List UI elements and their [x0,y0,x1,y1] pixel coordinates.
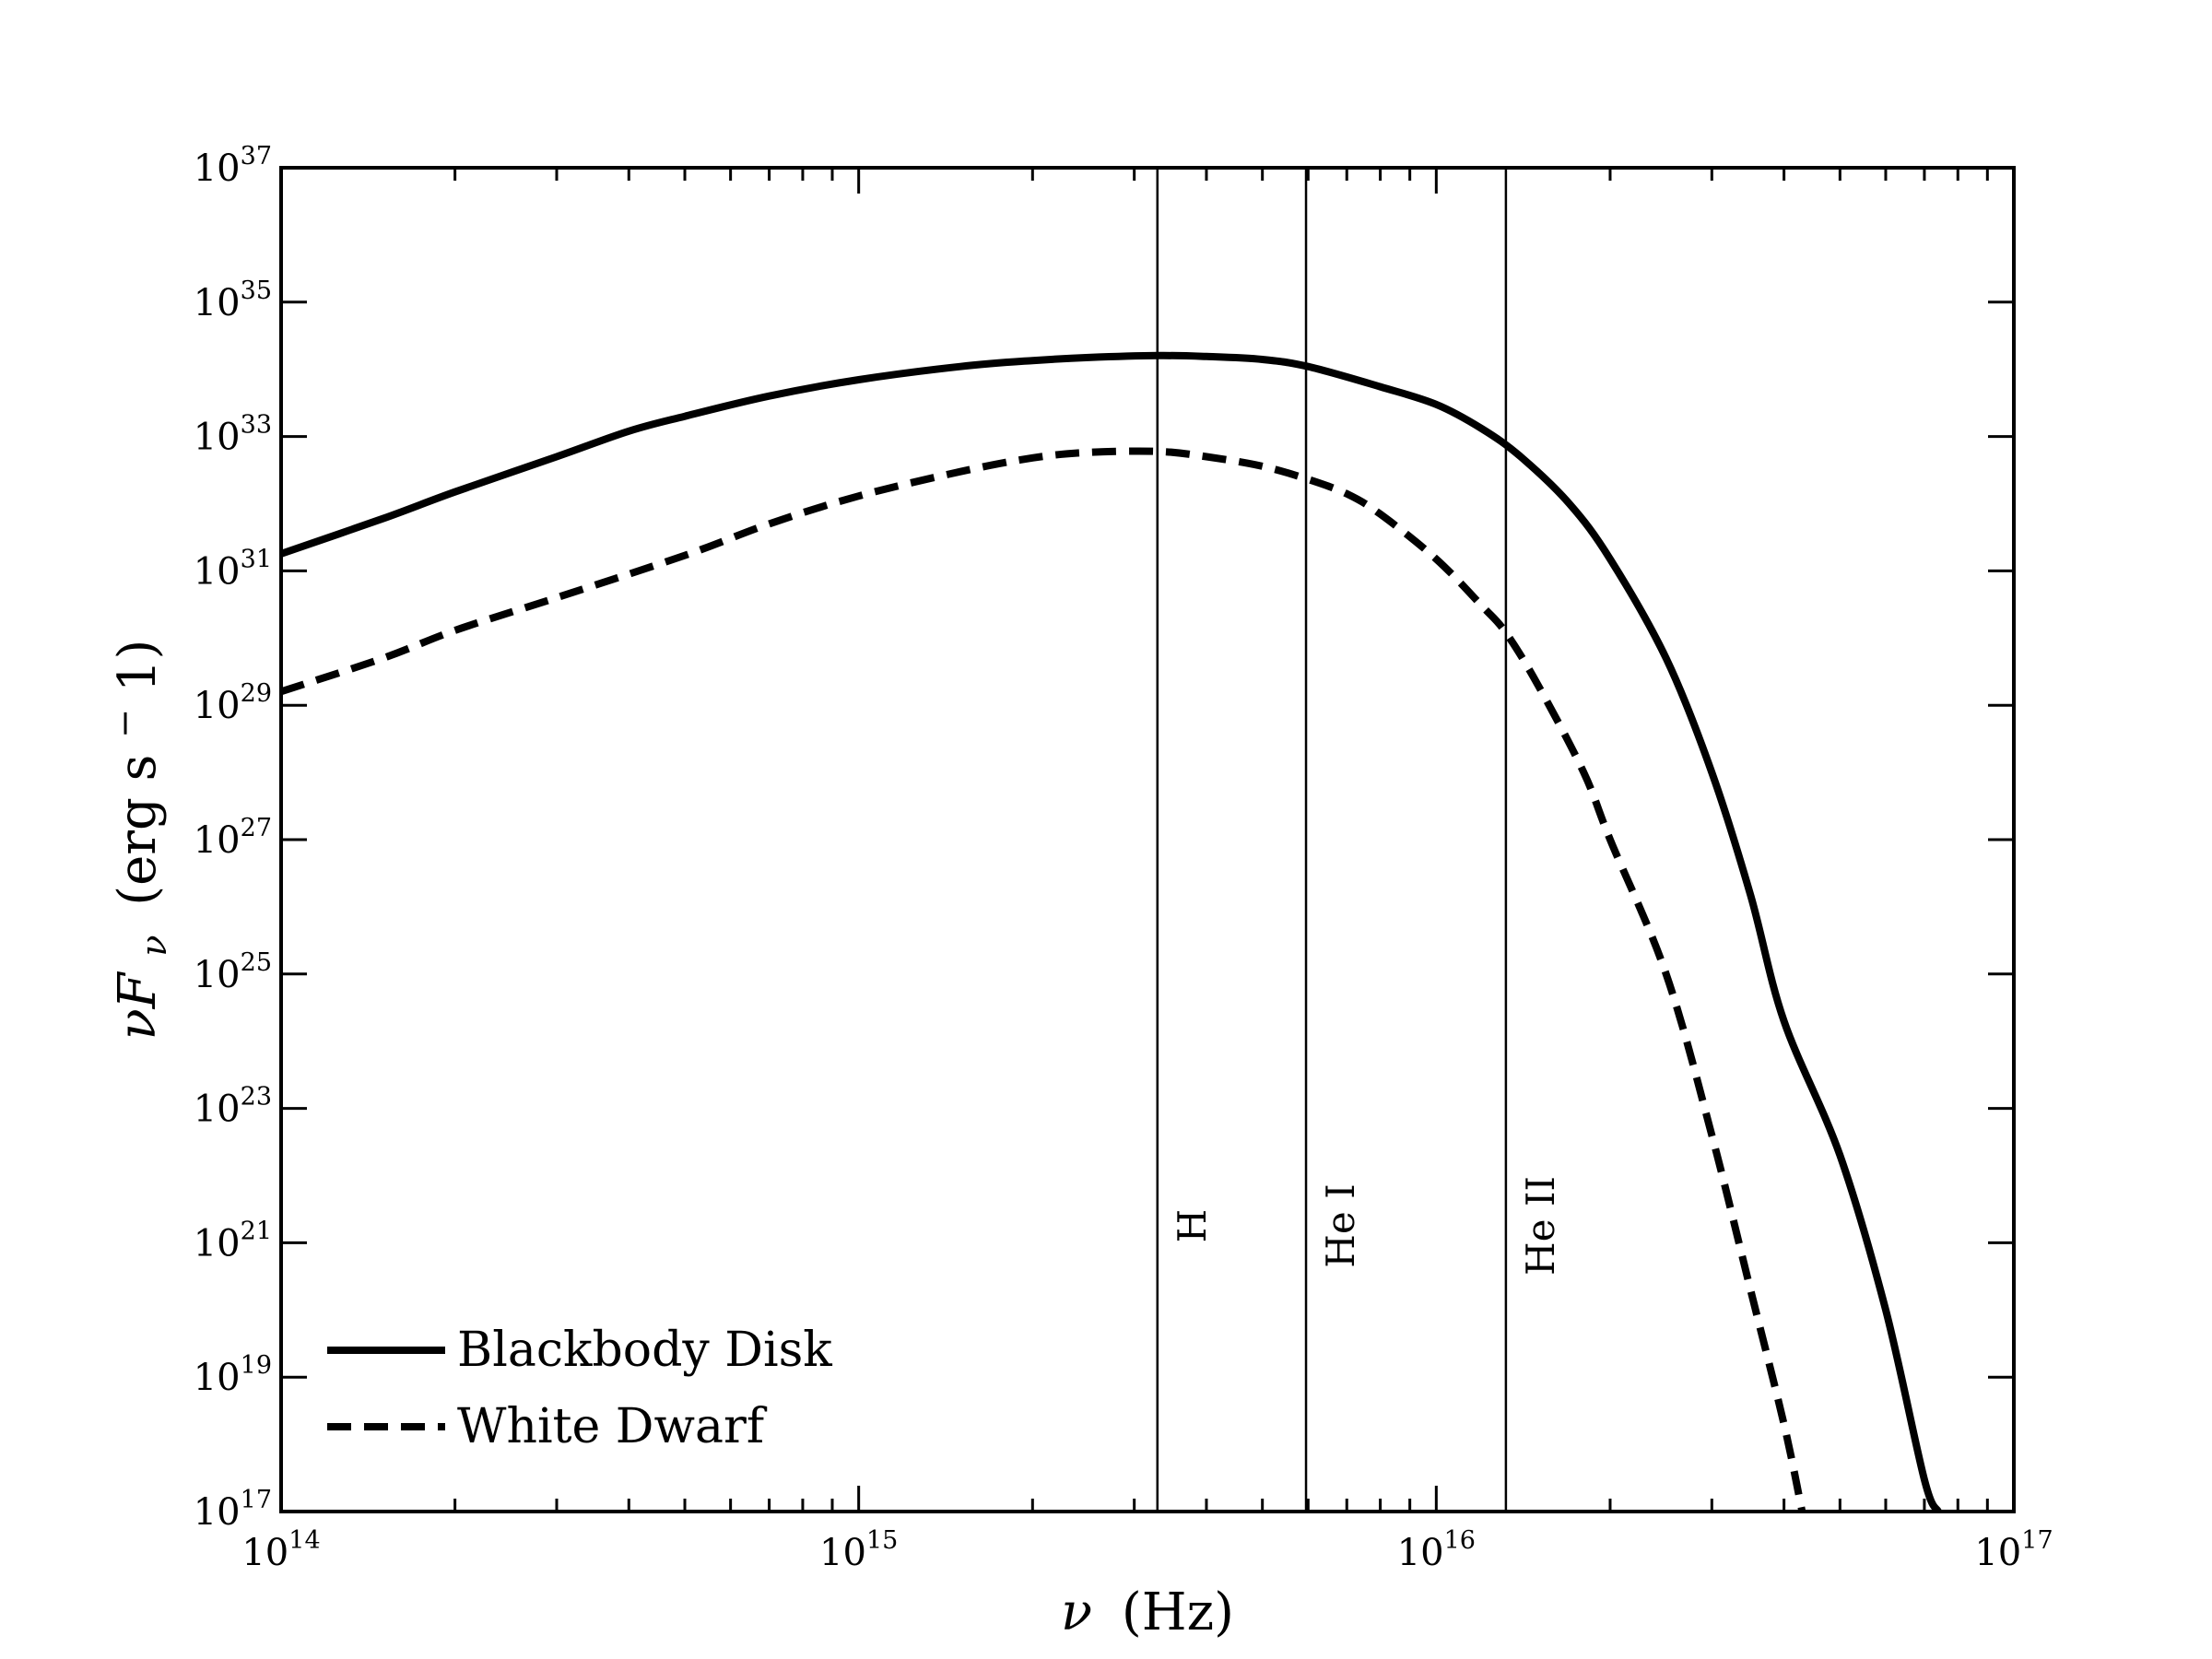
tick-exponent: 29 [241,679,272,708]
tick-exponent: 27 [241,814,272,842]
y-tick-label: 1021 [194,1217,272,1265]
y-tick-label: 1023 [194,1083,272,1131]
tick-exponent: 35 [241,276,272,305]
tick-base: 10 [194,819,241,862]
y-tick-labels: 1017101910211023102510271029103110331035… [194,142,272,1534]
y-tick-label: 1027 [194,814,272,862]
y-tick-label: 1037 [194,142,272,190]
tick-base: 10 [194,550,241,593]
x-tick-label: 1017 [1974,1526,2053,1574]
tick-exponent: 31 [241,545,272,573]
tick-exponent: 21 [241,1217,272,1245]
tick-exponent: 17 [2021,1526,2053,1555]
legend-label: Blackbody Disk [457,1323,832,1378]
legend-label: White Dwarf [457,1399,768,1454]
y-axis-unit-start: (erg s [108,755,168,906]
y-tick-label: 1017 [194,1486,272,1534]
tick-base: 10 [241,1532,288,1574]
y-axis-unit-superscript: − [104,709,145,738]
tick-base: 10 [194,417,241,459]
tick-base: 10 [1397,1532,1444,1574]
tick-base: 10 [194,1491,241,1534]
tick-exponent: 37 [241,142,272,171]
tick-base: 10 [194,1088,241,1131]
reference-lines: H He I He II [1156,168,1563,1512]
tick-exponent: 16 [1444,1526,1476,1555]
edge-label: H [1170,1209,1215,1243]
tick-base: 10 [1974,1532,2021,1574]
edge-label: He II [1518,1176,1563,1276]
tick-base: 10 [194,954,241,996]
tick-base: 10 [194,1222,241,1265]
edge-label: He I [1318,1183,1363,1267]
x-axis-symbol: ν [1061,1583,1092,1642]
tick-base: 10 [194,685,241,727]
series-line-blackbody-disk [281,351,1942,1512]
tick-exponent: 23 [241,1083,272,1112]
tick-base: 10 [194,1357,241,1399]
y-tick-label: 1019 [194,1351,272,1399]
tick-exponent: 25 [241,948,272,977]
x-axis-title: ν (Hz) [1061,1583,1234,1642]
y-axis-title: νF ν (erg s − 1) [89,640,179,1041]
y-tick-label: 1033 [194,411,272,459]
tick-exponent: 14 [288,1526,320,1555]
tick-base: 10 [194,282,241,324]
x-axis-unit: (Hz) [1122,1583,1234,1642]
x-tick-labels: 1014 1015 1016 1017 [241,1526,2053,1574]
y-tick-label: 1029 [194,679,272,727]
tick-exponent: 33 [241,411,272,440]
plot-frame [279,166,2016,1513]
y-tick-label: 1035 [194,276,272,324]
legend: Blackbody Disk White Dwarf [327,1323,832,1454]
y-axis-symbol: νF [108,971,168,1040]
tick-exponent: 15 [866,1526,898,1555]
series-line-white-dwarf [281,447,1806,1512]
x-tick-label: 1015 [819,1526,898,1574]
tick-base: 10 [194,147,241,190]
y-tick-label: 1025 [194,948,272,996]
series-layer [281,351,1942,1512]
y-tick-label: 1031 [194,545,272,593]
y-axis-subscript: ν [134,935,174,957]
x-tick-label: 1016 [1397,1526,1476,1574]
tick-base: 10 [819,1532,866,1574]
tick-exponent: 17 [241,1486,272,1514]
y-axis-unit-end: 1) [108,640,168,692]
x-tick-label: 1014 [241,1526,320,1574]
tick-exponent: 19 [241,1351,272,1380]
